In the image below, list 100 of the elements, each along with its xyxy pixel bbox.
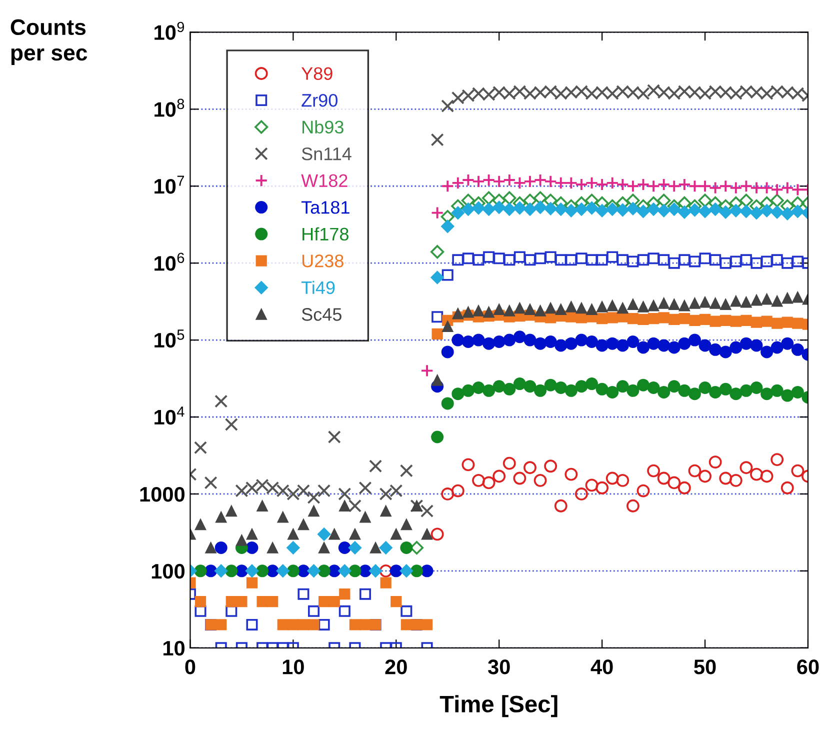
point [678, 205, 692, 219]
point [688, 388, 701, 400]
y-tick-label: 10$^{5}$ [154, 330, 184, 348]
point [688, 334, 701, 346]
point [791, 183, 804, 196]
point [698, 470, 712, 483]
point [719, 180, 732, 193]
point [740, 204, 753, 218]
point [719, 472, 732, 485]
point [770, 205, 784, 219]
y-tick-label: 10$^{7}$ [154, 176, 184, 194]
point [564, 204, 578, 218]
point [430, 206, 444, 220]
point [564, 176, 578, 190]
point [596, 481, 609, 494]
point [256, 564, 269, 578]
point [647, 337, 660, 350]
legend-label: Ta181 [301, 201, 350, 214]
point [492, 336, 506, 348]
x-tick-label: 20 [385, 660, 407, 674]
point [760, 204, 774, 218]
point [688, 203, 702, 217]
point [452, 334, 464, 346]
point [606, 202, 619, 216]
point [286, 541, 300, 554]
legend-label: Sc45 [302, 308, 342, 321]
point [596, 178, 609, 192]
point [668, 380, 680, 393]
point [513, 330, 526, 344]
point [523, 202, 537, 216]
point [379, 541, 392, 554]
point [750, 181, 764, 194]
point [636, 204, 650, 218]
point [554, 176, 568, 190]
x-tick-label: 10 [282, 660, 304, 674]
point [534, 474, 547, 487]
point [462, 458, 475, 472]
point [709, 386, 722, 398]
point [636, 484, 650, 498]
point [513, 378, 526, 390]
point [564, 468, 578, 481]
point [472, 174, 486, 188]
point [502, 174, 516, 187]
point [502, 456, 516, 470]
point [574, 202, 588, 216]
point [760, 470, 774, 483]
x-tick-label: 50 [694, 660, 716, 674]
point [276, 564, 290, 578]
point [668, 180, 681, 193]
point [575, 334, 588, 346]
point [492, 200, 506, 214]
point [770, 183, 784, 196]
point [245, 564, 259, 578]
point [780, 181, 794, 194]
point [338, 564, 352, 578]
point [462, 336, 474, 348]
point [246, 542, 258, 554]
point [441, 180, 454, 193]
point [390, 564, 402, 578]
point [524, 334, 536, 346]
point [606, 472, 619, 485]
point [616, 474, 630, 487]
point [348, 541, 362, 554]
point [740, 461, 753, 474]
point [719, 382, 732, 396]
point [441, 346, 454, 358]
point [678, 178, 691, 192]
point [307, 564, 320, 578]
point [564, 384, 578, 397]
y-tick-label: 10$^{9}$ [154, 22, 184, 40]
point [719, 205, 732, 219]
point [780, 206, 794, 220]
point [760, 181, 774, 194]
point [791, 386, 804, 398]
y-tick-label: 10$^{8}$ [154, 98, 184, 117]
point [606, 337, 619, 350]
point [544, 336, 557, 348]
point [524, 380, 536, 393]
point [441, 397, 454, 410]
y-tick-label: 1000 [140, 486, 184, 502]
point [616, 339, 629, 352]
point [709, 343, 722, 356]
legend-label: Sn114 [302, 147, 352, 160]
point [750, 206, 764, 220]
point [502, 191, 516, 205]
point [740, 180, 753, 193]
point [544, 174, 558, 188]
legend-label: Hf178 [302, 227, 348, 241]
point [760, 346, 774, 358]
point [410, 564, 423, 578]
y-axis-title: Counts per sec [10, 19, 88, 65]
point [678, 384, 691, 397]
point [596, 339, 608, 352]
point [286, 564, 300, 578]
point [708, 456, 722, 468]
point [554, 381, 568, 394]
point [791, 343, 804, 356]
point [554, 339, 568, 352]
point [513, 176, 526, 190]
point [400, 542, 413, 554]
